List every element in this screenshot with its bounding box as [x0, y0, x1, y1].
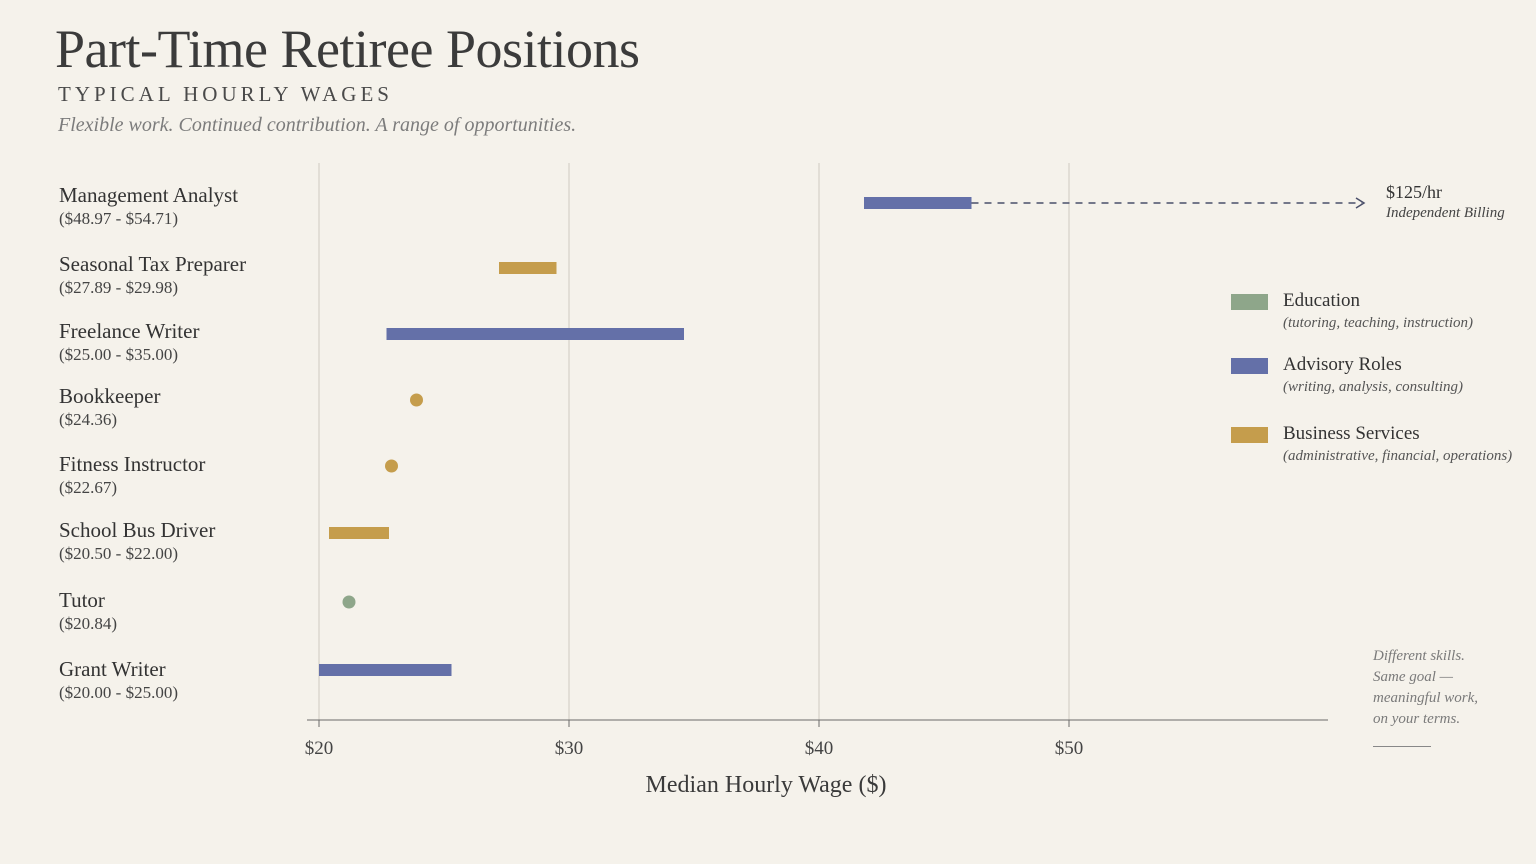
- category-label: Grant Writer ($20.00 - $25.00): [59, 657, 299, 705]
- range-bar: [319, 664, 452, 676]
- range-bar: [499, 262, 557, 274]
- x-tick-label: $40: [805, 738, 834, 759]
- side-note-rule: [1373, 746, 1431, 747]
- category-label: Tutor ($20.84): [59, 588, 299, 636]
- side-note-line: Different skills.: [1373, 648, 1465, 664]
- x-tick-label: $30: [555, 738, 584, 759]
- category-range: ($22.67): [59, 478, 118, 497]
- range-bar: [864, 197, 972, 209]
- outlier-value: $125/hr: [1386, 182, 1442, 202]
- category-name: Management Analyst: [59, 183, 239, 207]
- category-range: ($20.84): [59, 614, 118, 633]
- category-label: Management Analyst ($48.97 - $54.71): [59, 183, 299, 231]
- legend-swatch-business: [1231, 427, 1268, 443]
- chart-tagline: Flexible work. Continued contribution. A…: [58, 114, 577, 136]
- legend-description: (tutoring, teaching, instruction): [1283, 315, 1473, 331]
- range-bar: [329, 527, 389, 539]
- category-name: Tutor: [59, 588, 105, 612]
- x-axis-label: Median Hourly Wage ($): [645, 772, 887, 798]
- chart-subtitle: TYPICAL HOURLY WAGES: [58, 82, 393, 106]
- legend-swatch-advisory: [1231, 358, 1268, 374]
- category-range: ($20.50 - $22.00): [59, 544, 178, 563]
- category-range: ($20.00 - $25.00): [59, 683, 178, 702]
- category-range: ($48.97 - $54.71): [59, 209, 178, 228]
- x-tick-label: $50: [1055, 738, 1084, 759]
- side-note-line: on your terms.: [1373, 711, 1461, 727]
- legend-swatch-education: [1231, 294, 1268, 310]
- category-range: ($24.36): [59, 410, 118, 429]
- category-name: Bookkeeper: [59, 384, 161, 408]
- category-name: School Bus Driver: [59, 518, 216, 542]
- legend-name: Advisory Roles: [1283, 354, 1402, 375]
- category-name: Fitness Instructor: [59, 452, 206, 476]
- legend-description: (writing, analysis, consulting): [1283, 379, 1463, 395]
- data-point: [342, 595, 356, 609]
- side-note: Different skills. Same goal — meaningful…: [1373, 646, 1513, 730]
- category-name: Grant Writer: [59, 657, 166, 681]
- legend-description: (administrative, financial, operations): [1283, 448, 1513, 464]
- category-label: Bookkeeper ($24.36): [59, 384, 299, 432]
- legend-name: Education: [1283, 290, 1361, 311]
- category-label: Freelance Writer ($25.00 - $35.00): [59, 319, 299, 367]
- category-name: Seasonal Tax Preparer: [59, 252, 247, 276]
- category-range: ($27.89 - $29.98): [59, 278, 178, 297]
- arrow-icon: [1355, 197, 1366, 209]
- category-name: Freelance Writer: [59, 319, 200, 343]
- category-range: ($25.00 - $35.00): [59, 345, 178, 364]
- outlier-annotation: $125/hr Independent Billing: [1386, 182, 1505, 222]
- side-note-line: meaningful work,: [1373, 690, 1478, 706]
- range-bar: [386, 328, 684, 340]
- category-label: Fitness Instructor ($22.67): [59, 452, 299, 500]
- data-point: [385, 459, 398, 473]
- data-point: [410, 393, 423, 407]
- category-label: Seasonal Tax Preparer ($27.89 - $29.98): [59, 252, 299, 300]
- x-tick-label: $20: [305, 738, 334, 759]
- legend-name: Business Services: [1283, 423, 1420, 444]
- chart-title: Part-Time Retiree Positions: [55, 19, 640, 79]
- side-note-line: Same goal —: [1373, 669, 1453, 685]
- outlier-note: Independent Billing: [1386, 205, 1505, 221]
- category-label: School Bus Driver ($20.50 - $22.00): [59, 518, 299, 566]
